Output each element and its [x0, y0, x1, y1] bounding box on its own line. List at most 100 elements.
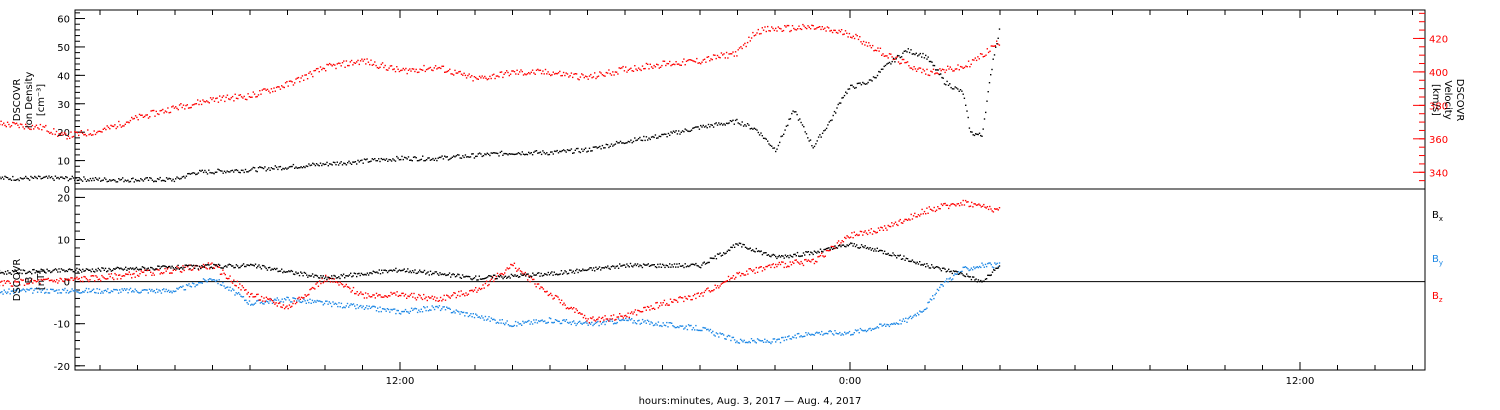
- velocity-point: [222, 95, 225, 97]
- bx-point: [891, 255, 893, 257]
- density-point: [109, 179, 111, 181]
- bz-point: [919, 215, 921, 217]
- bz-point: [537, 283, 540, 285]
- velocity-point: [385, 69, 388, 71]
- by-point: [150, 290, 152, 292]
- density-point: [305, 165, 307, 167]
- by-point: [975, 266, 977, 269]
- bz-point: [574, 311, 576, 313]
- bz-point: [172, 269, 174, 271]
- bx-point: [446, 274, 448, 276]
- density-point: [331, 164, 333, 166]
- density-point: [627, 140, 629, 143]
- bx-point: [213, 263, 215, 266]
- density-point: [932, 64, 934, 67]
- bz-point: [527, 279, 529, 281]
- bz-point: [945, 204, 947, 206]
- density-point: [45, 175, 48, 178]
- by-point: [20, 290, 22, 292]
- by-point: [616, 321, 618, 324]
- density-point: [856, 82, 859, 85]
- velocity-point: [184, 108, 186, 110]
- density-point: [833, 110, 836, 113]
- density-point: [48, 175, 50, 177]
- density-point: [919, 52, 921, 55]
- by-point: [937, 289, 940, 292]
- bz-point: [385, 295, 387, 298]
- by-point: [450, 312, 453, 314]
- bz-point: [395, 294, 397, 296]
- velocity-point: [133, 117, 135, 120]
- velocity-point: [74, 131, 76, 133]
- by-point: [707, 328, 709, 330]
- density-point: [709, 126, 711, 128]
- by-point: [323, 302, 326, 305]
- density-point: [690, 129, 693, 131]
- by-point: [196, 284, 199, 286]
- velocity-point: [299, 81, 301, 83]
- density-point: [506, 153, 508, 155]
- bx-point: [522, 274, 524, 276]
- velocity-point: [353, 62, 355, 64]
- by-point: [299, 301, 301, 303]
- bx-point: [196, 265, 198, 267]
- density-point: [659, 135, 662, 138]
- density-point: [356, 163, 358, 165]
- density-point: [97, 179, 99, 181]
- bz-point: [730, 277, 732, 279]
- by-point: [82, 290, 84, 293]
- velocity-point: [989, 50, 991, 52]
- density-point: [62, 177, 64, 179]
- density-point: [693, 127, 695, 129]
- density-point: [946, 80, 948, 83]
- bx-point: [297, 272, 299, 274]
- bx-point: [394, 269, 396, 272]
- bz-point: [729, 279, 731, 281]
- velocity-point: [802, 23, 804, 26]
- bx-point: [821, 250, 823, 253]
- bx-point: [226, 266, 228, 268]
- bz-point: [514, 267, 517, 269]
- velocity-point: [328, 62, 331, 65]
- bx-point: [69, 268, 71, 270]
- bx-point: [946, 270, 949, 272]
- bz-point: [541, 286, 543, 289]
- bx-point: [113, 268, 115, 270]
- velocity-point: [38, 128, 40, 130]
- bx-point: [746, 247, 748, 249]
- bz-point: [971, 201, 973, 204]
- velocity-point: [947, 65, 949, 67]
- bz-point: [836, 242, 839, 244]
- bx-point: [858, 247, 860, 249]
- by-point: [504, 323, 506, 326]
- by-point: [211, 279, 213, 281]
- velocity-point: [647, 63, 649, 65]
- bx-point: [170, 267, 172, 269]
- by-point: [271, 302, 274, 304]
- by-point: [436, 305, 438, 308]
- bz-point: [645, 309, 647, 311]
- bz-point: [378, 294, 380, 296]
- velocity-point: [718, 56, 720, 58]
- bz-point: [501, 273, 503, 275]
- velocity-point: [445, 71, 447, 73]
- density-point: [808, 140, 810, 142]
- bz-point: [82, 280, 84, 283]
- by-point: [885, 325, 887, 327]
- velocity-point: [848, 32, 851, 35]
- bz-point: [61, 280, 64, 282]
- density-point: [259, 166, 261, 168]
- by-point: [119, 289, 121, 291]
- velocity-point: [610, 74, 613, 76]
- velocity-point: [446, 70, 448, 73]
- by-point: [213, 279, 216, 281]
- bx-point: [613, 265, 615, 268]
- density-point: [674, 131, 676, 133]
- bx-point: [529, 275, 532, 277]
- bz-point: [655, 302, 657, 304]
- velocity-point: [34, 126, 36, 128]
- density-point: [575, 147, 578, 150]
- bx-point: [933, 267, 935, 269]
- bx-point: [614, 267, 616, 269]
- density-point: [540, 153, 543, 156]
